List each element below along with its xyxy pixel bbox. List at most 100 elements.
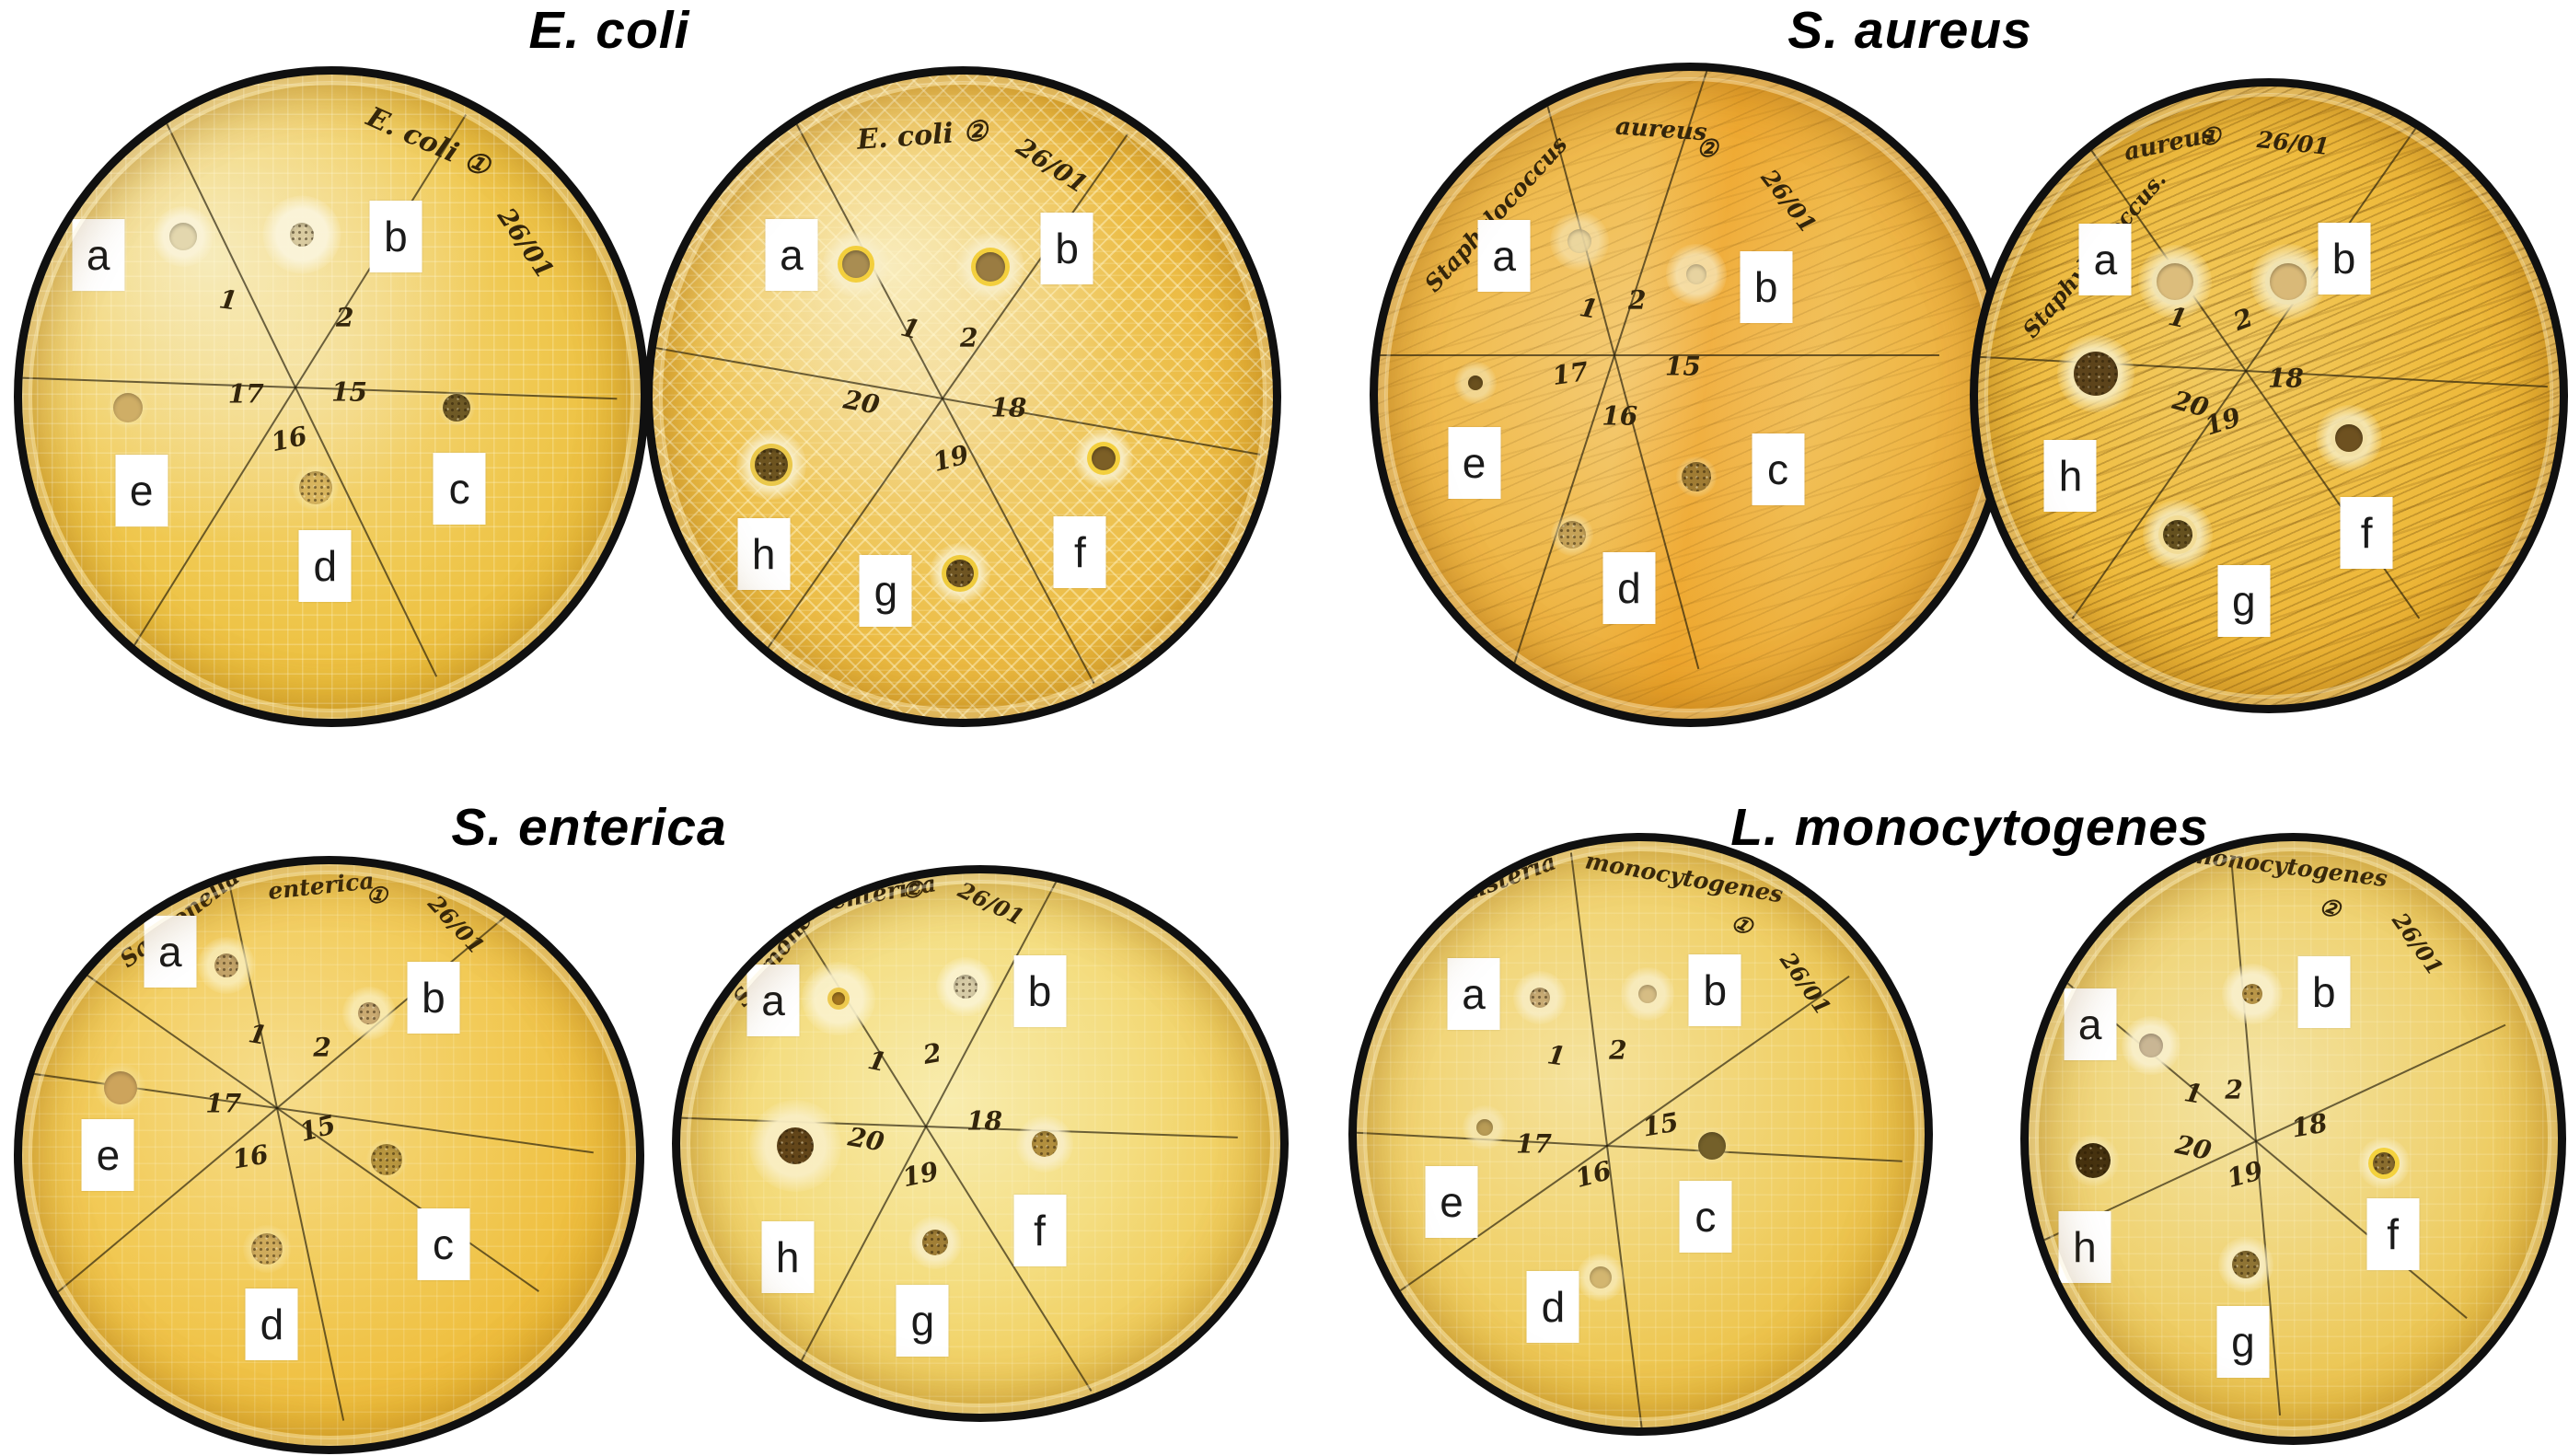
sample-letter-label-b: b (1688, 954, 1741, 1027)
agar-texture (680, 873, 1280, 1414)
handwritten-sector-number: 2 (1628, 284, 1647, 315)
handwritten-rim-label: 26/01 (1011, 133, 1093, 200)
handwritten-sector-number: 20 (841, 383, 883, 421)
sample-spot (2074, 351, 2119, 396)
handwritten-rim-label: enterica (828, 870, 939, 915)
sector-line (1364, 975, 1850, 1316)
sector-line (153, 97, 438, 677)
handwritten-sector-number: 15 (1640, 1106, 1682, 1143)
petri-dish-saureus-2: Staphylo-coccus.aureus①26/0112182019abhf… (1970, 78, 2568, 713)
sample-letter-label-b: b (369, 201, 422, 273)
sample-spot-halo (2217, 1237, 2273, 1293)
sample-spot (214, 953, 239, 977)
handwritten-sector-number: 16 (1602, 400, 1638, 432)
sample-spot-halo (956, 233, 1025, 302)
handwritten-rim-label: E. coli ② (856, 115, 989, 156)
sample-letter-label-h: h (2043, 440, 2097, 513)
petri-dish-saureus-1: Staphylococcus aureus ② 26/01 1 2 17 15 16 a b e c d (1370, 63, 2011, 727)
sample-spot-halo (1073, 429, 1133, 489)
handwritten-rim-label: E. coli ① (361, 100, 494, 184)
sample-spot-halo (1550, 212, 1610, 272)
sample-spot-halo (1675, 456, 1717, 497)
sample-spot (1567, 229, 1592, 254)
sector-line (1570, 852, 1645, 1427)
petri-dish-ecoli-1: E. coli ① 26/01 1 2 17 15 16 a b c d e (14, 66, 649, 727)
sample-spot (755, 448, 789, 482)
sample-spot-halo (1453, 361, 1497, 404)
sample-spot-halo (293, 465, 340, 512)
handwritten-rim-label: 26/01 (491, 202, 560, 284)
handwritten-sector-number: 15 (331, 376, 367, 408)
handwritten-rim-label: aureus (1614, 112, 1708, 147)
handwritten-sector-number: 16 (230, 1138, 272, 1175)
handwritten-sector-number: 19 (2201, 400, 2245, 442)
sample-spot-halo (438, 388, 476, 426)
sample-spot (2163, 520, 2193, 550)
sample-letter-label-f: f (1053, 515, 1106, 588)
sample-spot (251, 1233, 283, 1265)
sample-letter-label-g: g (896, 1285, 949, 1358)
handwritten-sector-number: 20 (846, 1121, 887, 1159)
sample-spot (842, 249, 871, 278)
sample-letter-label-b: b (1740, 251, 1793, 324)
handwritten-sector-number: 20 (2172, 1128, 2215, 1166)
handwritten-sector-number: 2 (313, 1032, 331, 1063)
sample-spot (832, 991, 846, 1005)
sample-spot-halo (908, 1215, 963, 1269)
sample-letter-label-h: h (761, 1221, 815, 1294)
sample-spot-halo (2137, 245, 2212, 319)
handwritten-sector-number: 15 (1664, 351, 1701, 382)
sample-spot-halo (1513, 971, 1567, 1025)
handwritten-sector-number: 1 (864, 1044, 889, 1078)
sample-letter-label-b: b (1040, 213, 1093, 284)
handwritten-sector-number: 18 (990, 392, 1027, 423)
sample-spot (2231, 1251, 2260, 1279)
handwritten-sector-number: 17 (1516, 1128, 1552, 1160)
sample-spot-halo (1462, 1105, 1507, 1150)
sample-spot-halo (1620, 966, 1674, 1021)
sector-line (1378, 354, 1940, 357)
sample-letter-label-e: e (1425, 1165, 1478, 1238)
sample-spot (443, 393, 471, 422)
handwritten-rim-label: ② (1696, 135, 1718, 164)
handwritten-sector-number: 20 (2169, 385, 2213, 424)
handwritten-sector-number: 16 (1572, 1155, 1615, 1195)
sample-spot (357, 1002, 380, 1025)
handwritten-rim-label: Listeria (1457, 848, 1560, 907)
sample-spot-halo (1551, 514, 1594, 557)
sample-letter-label-e: e (1448, 426, 1501, 499)
panel-title-s-aureus: S. aureus (1787, 1, 2032, 60)
handwritten-sector-number: 2 (1609, 1034, 1627, 1066)
handwritten-sector-number: 2 (336, 302, 354, 333)
sample-spot-halo (935, 957, 995, 1017)
sample-spot (2156, 263, 2193, 301)
sample-spot (976, 252, 1006, 283)
sample-spot (922, 1229, 949, 1255)
sample-spot-halo (243, 1225, 292, 1274)
handwritten-rim-label: 26/01 (422, 889, 490, 959)
handwritten-sector-number: 16 (268, 420, 310, 457)
sample-spot (946, 559, 975, 587)
sample-letter-label-g: g (2216, 1306, 2270, 1379)
sample-spot-halo (96, 1063, 146, 1114)
handwritten-sector-number: 18 (966, 1105, 1003, 1137)
sample-letter-label-f: f (2366, 1198, 2420, 1271)
sample-spot (112, 392, 143, 422)
sample-letter-label-g: g (859, 555, 912, 628)
handwritten-rim-label: 26/01 (1775, 947, 1837, 1020)
sample-spot-halo (1015, 1115, 1073, 1173)
sample-spot-halo (366, 1139, 408, 1181)
sample-letter-label-b: b (2318, 222, 2371, 295)
handwritten-rim-label: aureus (2121, 121, 2217, 168)
sample-letter-label-c: c (417, 1208, 470, 1281)
sample-letter-label-a: a (1447, 958, 1500, 1031)
handwritten-rim-label: Listeria (2061, 862, 2158, 942)
handwritten-rim-label: ① (1726, 907, 1758, 942)
sample-spot (1467, 375, 1483, 390)
sample-spot-halo (153, 206, 214, 268)
sample-spot (1558, 521, 1587, 549)
sample-spot (1697, 1131, 1726, 1160)
sample-letter-label-a: a (765, 219, 818, 291)
sample-spot (299, 471, 333, 505)
